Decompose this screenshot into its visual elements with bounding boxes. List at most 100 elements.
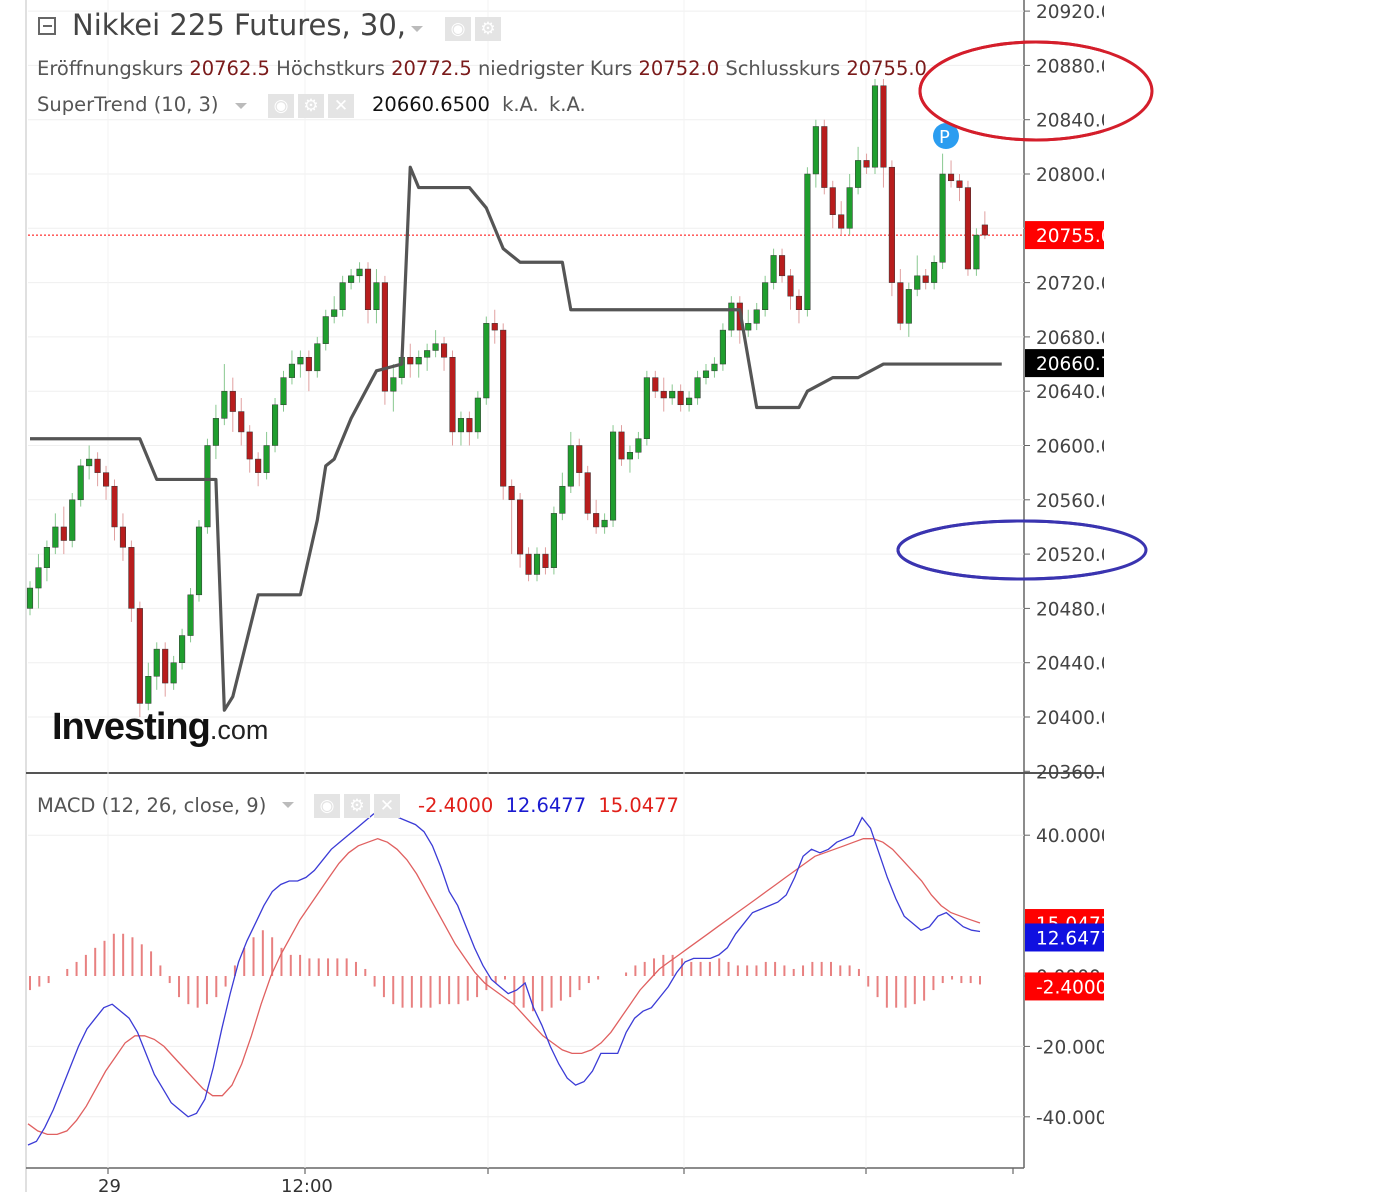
macd-tick-label: -40.0000 <box>1036 1108 1119 1129</box>
logo-suffix: .com <box>209 715 269 745</box>
candle-body <box>584 472 591 514</box>
candle-body <box>888 166 895 283</box>
candle-body <box>981 224 988 236</box>
current-price-badge: 20755.0 <box>1036 226 1113 247</box>
red-ellipse-annotation-overlay <box>918 40 1154 142</box>
macd-legend: MACD (12, 26, close, 9) <box>37 794 266 817</box>
hist-badge-bg <box>1025 972 1105 1001</box>
candle-body <box>491 323 498 331</box>
candle-body <box>356 268 363 277</box>
price-tick-label: 20800.0 <box>1036 165 1113 186</box>
price-tick-label: 20680.0 <box>1036 328 1113 349</box>
candle-body <box>626 452 634 460</box>
candle-body <box>195 526 203 596</box>
macd-hist-value: -2.4000 <box>418 794 494 817</box>
candle-body <box>280 377 287 406</box>
candle-body <box>846 187 853 229</box>
candle-body <box>601 519 608 528</box>
candle-body <box>390 377 397 392</box>
candle-body <box>525 553 532 575</box>
macd-badge: 12.6477 <box>1036 928 1113 949</box>
eye-icon[interactable]: ◉ <box>314 794 340 818</box>
candle-body <box>719 329 726 365</box>
candle-body <box>288 363 295 378</box>
price-tick-label: 20400.0 <box>1036 708 1113 729</box>
candle-body <box>297 357 304 365</box>
macd-line-value: 12.6477 <box>505 794 587 817</box>
chart-title: Nikkei 225 Futures, 30, <box>72 8 407 42</box>
candle-body <box>829 187 836 215</box>
candle-body <box>795 295 803 310</box>
candle-body <box>694 377 701 399</box>
candle-body <box>474 397 481 433</box>
macd-label: MACD (12, 26, close, 9) <box>37 794 267 817</box>
signal-line <box>27 838 981 1136</box>
candle-body <box>483 323 490 399</box>
candle-body <box>500 329 507 487</box>
close-icon[interactable]: ✕ <box>374 794 400 818</box>
candle-body <box>432 343 439 351</box>
ohlc-legend: Eröffnungskurs 20762.5 Höchstkurs 20772.… <box>37 57 927 80</box>
price-tick-label: 20520.0 <box>1036 545 1113 566</box>
chevron-down-icon[interactable] <box>235 103 247 109</box>
candle-body <box>69 499 76 541</box>
candle-body <box>364 268 372 310</box>
macd-values: -2.4000 12.6477 15.0477 <box>418 794 679 817</box>
candle-body <box>618 431 625 460</box>
supertrend-value: 20660.6500 <box>372 93 490 116</box>
candle-body <box>745 323 752 331</box>
candle-body <box>457 418 464 433</box>
macd-toolbar: ◉ ⚙ ✕ <box>314 794 400 818</box>
candle-body <box>669 390 676 399</box>
candle-body <box>128 547 135 609</box>
macd-line <box>27 809 981 1146</box>
candle-body <box>567 445 574 487</box>
eye-icon[interactable]: ◉ <box>268 94 294 118</box>
high-label: Höchstkurs <box>276 57 385 80</box>
low-value: 20752.0 <box>638 57 720 80</box>
eye-icon[interactable]: ◉ <box>445 17 471 41</box>
candle-body <box>373 282 380 311</box>
candle-body <box>136 608 143 704</box>
supertrend-toolbar: ◉ ⚙ ✕ <box>268 94 354 118</box>
candle-body <box>145 676 152 704</box>
price-tick-label: 20480.0 <box>1036 599 1113 620</box>
candle-body <box>559 485 566 514</box>
supertrend-badge: 20660.7 <box>1036 354 1113 375</box>
candle-body <box>314 343 321 372</box>
candle-body <box>111 485 118 528</box>
candle-body <box>179 635 186 663</box>
candle-body <box>466 418 473 433</box>
price-tick-label: 20360.0 <box>1036 762 1113 783</box>
candle-body <box>677 390 684 406</box>
candle-body <box>897 282 904 324</box>
low-label: niedrigster Kurs <box>477 57 633 80</box>
p-marker-circle <box>933 123 959 149</box>
candle-body <box>804 173 811 310</box>
collapse-toggle-icon[interactable] <box>38 17 56 35</box>
candle-body <box>407 357 414 365</box>
candle-body <box>94 458 101 473</box>
candle-body <box>43 547 50 568</box>
candle-body <box>26 587 34 609</box>
candle-body <box>424 350 431 358</box>
supertrend-badge-bg <box>1025 349 1105 378</box>
chevron-down-icon[interactable] <box>282 802 294 808</box>
candle-body <box>711 363 718 372</box>
candle-body <box>753 309 760 324</box>
gear-icon[interactable]: ⚙ <box>344 794 370 818</box>
candle-body <box>348 275 355 283</box>
candle-body <box>508 485 515 501</box>
candle-body <box>931 261 938 283</box>
close-icon[interactable]: ✕ <box>328 94 354 118</box>
chevron-down-icon[interactable] <box>411 26 423 32</box>
candle-body <box>263 445 270 473</box>
candle-body <box>212 418 219 446</box>
gear-icon[interactable]: ⚙ <box>298 94 324 118</box>
candle-body <box>635 438 642 453</box>
price-tick-label: 20440.0 <box>1036 654 1113 675</box>
title-toolbar: ◉ ⚙ <box>445 17 501 41</box>
candle-body <box>533 553 541 575</box>
gear-icon[interactable]: ⚙ <box>475 17 501 41</box>
investing-logo: Investing.com <box>52 706 268 749</box>
